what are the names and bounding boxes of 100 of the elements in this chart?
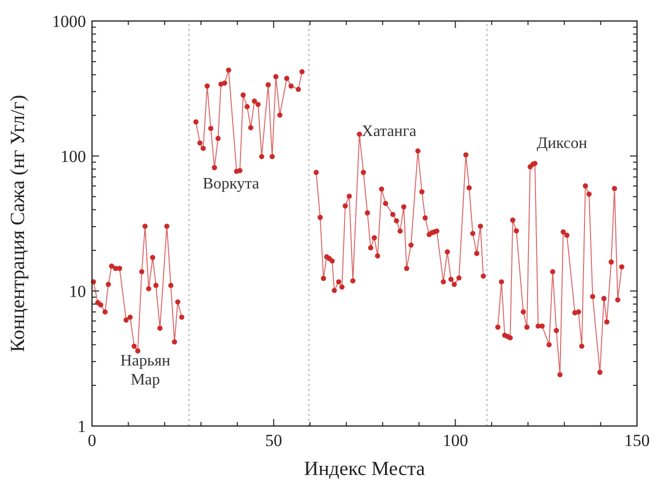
point <box>452 282 457 287</box>
point <box>401 204 406 210</box>
point <box>422 215 428 220</box>
point <box>608 259 614 265</box>
annotation: Нарьян Мар <box>120 352 171 388</box>
point <box>520 309 526 315</box>
point <box>284 76 290 81</box>
point <box>320 276 326 281</box>
point <box>164 224 170 229</box>
point <box>139 269 144 274</box>
point <box>394 218 400 224</box>
point <box>378 186 384 192</box>
point <box>222 80 228 86</box>
point <box>102 309 108 315</box>
point <box>168 282 174 288</box>
point <box>474 250 480 256</box>
y-axis-title: Концентрация Сажа (нг Угл/г) <box>7 94 29 352</box>
point <box>252 98 258 104</box>
point <box>615 297 620 302</box>
point <box>554 328 559 334</box>
annotation: Воркута <box>202 176 260 193</box>
point <box>470 230 476 236</box>
point <box>172 339 178 344</box>
point <box>440 279 446 284</box>
point <box>390 212 396 218</box>
point <box>259 154 264 160</box>
point <box>197 140 203 146</box>
point <box>132 344 137 349</box>
point <box>597 370 603 375</box>
point <box>318 214 323 220</box>
point <box>128 314 133 320</box>
point <box>204 83 210 89</box>
point <box>179 314 184 320</box>
point <box>193 119 199 124</box>
point <box>495 324 500 330</box>
point <box>109 263 114 269</box>
point <box>579 344 584 349</box>
point <box>619 264 624 270</box>
point <box>142 224 148 229</box>
point <box>146 286 152 292</box>
point <box>248 125 254 130</box>
x-axis-title: Индекс Места <box>304 458 426 480</box>
point <box>226 67 232 73</box>
point <box>350 278 356 284</box>
point <box>368 245 374 250</box>
point <box>557 372 563 378</box>
y-tick-label: 1 <box>78 416 86 436</box>
point <box>408 242 414 248</box>
point <box>524 324 530 330</box>
point <box>498 279 504 284</box>
x-tick-label: 100 <box>442 431 468 450</box>
point <box>175 299 180 305</box>
point <box>135 348 140 354</box>
point <box>560 229 566 235</box>
point <box>124 317 129 323</box>
point <box>456 275 462 281</box>
point <box>540 323 545 329</box>
point <box>478 224 484 229</box>
point <box>372 235 377 240</box>
point <box>508 335 513 340</box>
point <box>244 104 250 110</box>
point <box>270 154 275 160</box>
point <box>466 185 472 190</box>
point <box>444 249 450 254</box>
point <box>582 183 588 188</box>
point <box>404 266 410 272</box>
annotation: Диксон <box>536 135 588 152</box>
point <box>364 210 370 216</box>
point <box>237 168 242 174</box>
point <box>360 170 366 175</box>
point <box>586 192 592 197</box>
point <box>296 86 301 92</box>
point <box>415 148 421 154</box>
point <box>398 228 403 234</box>
point <box>510 218 516 223</box>
point <box>117 266 122 272</box>
point <box>382 200 388 206</box>
point <box>106 282 111 287</box>
point <box>240 92 246 98</box>
point <box>374 253 380 258</box>
y-tick-label: 10 <box>69 282 86 301</box>
point <box>601 296 607 302</box>
point <box>356 132 362 137</box>
point <box>277 112 282 118</box>
annotation: Хатанга <box>362 122 416 140</box>
y-tick-label: 1000 <box>52 12 86 31</box>
point <box>98 302 104 308</box>
point <box>330 258 335 264</box>
point <box>564 232 570 238</box>
point <box>299 69 305 74</box>
point <box>480 273 486 279</box>
point <box>273 74 278 80</box>
x-tick-label: 0 <box>88 431 96 450</box>
y-tick-label: 100 <box>60 146 86 166</box>
point <box>342 203 348 208</box>
point <box>448 276 454 282</box>
point <box>336 279 342 284</box>
point <box>419 189 425 194</box>
point <box>576 309 582 315</box>
point <box>434 228 440 234</box>
